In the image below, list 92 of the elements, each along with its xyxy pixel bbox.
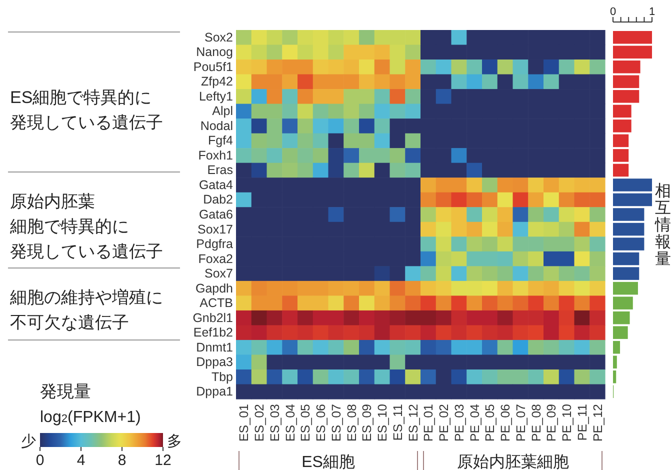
bar: [613, 31, 652, 44]
y-tick-label: Zfp42: [201, 74, 234, 89]
x-tick-label: ES_04: [283, 404, 298, 442]
y-tick-label: Sox2: [204, 30, 234, 44]
color-bar-title: log2(FPKM+1): [40, 409, 141, 426]
x-tick-label: 1: [648, 6, 656, 18]
x-tick-label: ES_12: [406, 404, 420, 442]
color-bar-label: 0: [36, 452, 44, 469]
bar: [613, 282, 638, 295]
text: 細胞で特異的に: [9, 217, 129, 236]
x-tick-label: ES_02: [252, 404, 267, 442]
x-tick-label: ES_08: [344, 404, 359, 442]
bar: [613, 222, 644, 236]
y-tick-label: Sox7: [204, 266, 234, 281]
x-tick-label: PE_12: [590, 404, 605, 442]
bar: [613, 340, 620, 354]
bar: [613, 178, 652, 192]
x-tick-label: PE_11: [575, 404, 590, 441]
text: 原始内胚葉細胞: [456, 453, 569, 470]
bar: [613, 75, 640, 88]
y-tick-label: Gnb2l1: [192, 310, 234, 325]
y-tick-label: Tbp: [211, 370, 234, 384]
text: 原始内胚葉: [10, 192, 95, 211]
bar: [613, 238, 644, 250]
text: 細胞の維持や増殖に: [9, 288, 163, 307]
y-tick-label: Gata4: [198, 178, 234, 192]
y-tick-label: Gata6: [198, 208, 234, 222]
y-tick-label: Eras: [207, 163, 233, 178]
y-tick-label: Dppa1: [196, 384, 234, 399]
x-tick-label: PE_03: [452, 404, 466, 442]
y-tick-label: Gapdh: [195, 281, 234, 296]
y-tick-label: Sox17: [198, 222, 234, 236]
x-tick-label: ES_11: [390, 404, 405, 441]
text: 多: [167, 433, 182, 450]
x-tick-label: PE_10: [560, 404, 574, 442]
color-bar-label: 8: [118, 452, 126, 469]
bar: [613, 356, 617, 368]
color-bar-label: 4: [76, 452, 86, 469]
legend-title: 発現量: [40, 382, 91, 401]
x-axis-title: 相互情報量: [654, 182, 671, 268]
y-tick-label: Dab2: [203, 192, 234, 207]
y-tick-label: Foxh1: [198, 148, 234, 162]
bar: [613, 90, 640, 103]
x-tick-label: PE_04: [468, 404, 482, 442]
text: 発現している遺伝子: [10, 242, 163, 261]
y-tick-label: Foxa2: [198, 252, 234, 266]
text: 少: [21, 433, 36, 450]
x-tick-label: PE_01: [422, 404, 436, 442]
x-tick-label: ES_03: [268, 404, 282, 442]
bar: [613, 104, 632, 118]
x-tick-label: PE_05: [483, 404, 498, 442]
x-tick-label: PE_09: [544, 404, 559, 442]
x-tick-label: ES_07: [329, 404, 344, 442]
text: ES細胞で特異的に: [10, 88, 152, 107]
bar: [613, 267, 640, 280]
bar: [613, 149, 629, 162]
x-tick-label: PE_07: [514, 404, 528, 442]
bar: [613, 252, 640, 266]
bar: [613, 193, 652, 206]
x-tick-label: PE_08: [529, 404, 544, 442]
bar: [613, 326, 628, 339]
bar: [613, 370, 616, 384]
y-tick-label: Alpl: [212, 104, 233, 118]
bar: [613, 46, 652, 59]
x-tick-label: ES_10: [376, 404, 390, 442]
y-tick-label: ACTB: [200, 296, 233, 310]
y-tick-label: Pou5f1: [193, 60, 234, 74]
y-tick-label: Nodal: [200, 118, 233, 133]
bar: [613, 164, 629, 177]
x-tick-label: ES_05: [298, 404, 313, 442]
y-tick-label: Dnmt1: [196, 340, 234, 354]
y-tick-label: Fgf4: [208, 134, 234, 148]
text: ES細胞: [302, 454, 355, 470]
bar: [613, 311, 630, 324]
x-tick-label: ES_09: [360, 404, 374, 442]
x-tick-label: PE_02: [437, 404, 452, 442]
x-tick-label: PE_06: [498, 404, 513, 442]
bar: [613, 296, 633, 310]
y-tick-label: Eef1b2: [193, 326, 234, 340]
text: 不可欠な遺伝子: [10, 313, 129, 332]
y-tick-label: Dppa3: [196, 355, 234, 370]
x-tick-label: ES_06: [314, 404, 328, 442]
bar: [613, 208, 644, 221]
text: 発現している遺伝子: [10, 113, 163, 132]
x-tick-label: ES_01: [237, 404, 252, 442]
bar: [613, 120, 632, 132]
bar: [613, 134, 629, 148]
color-bar-label: 12: [154, 452, 172, 469]
bar: [613, 60, 640, 74]
y-tick-label: Nanog: [196, 45, 234, 60]
y-tick-label: Lefty1: [198, 89, 234, 104]
y-tick-label: Pdgfra: [196, 237, 234, 252]
